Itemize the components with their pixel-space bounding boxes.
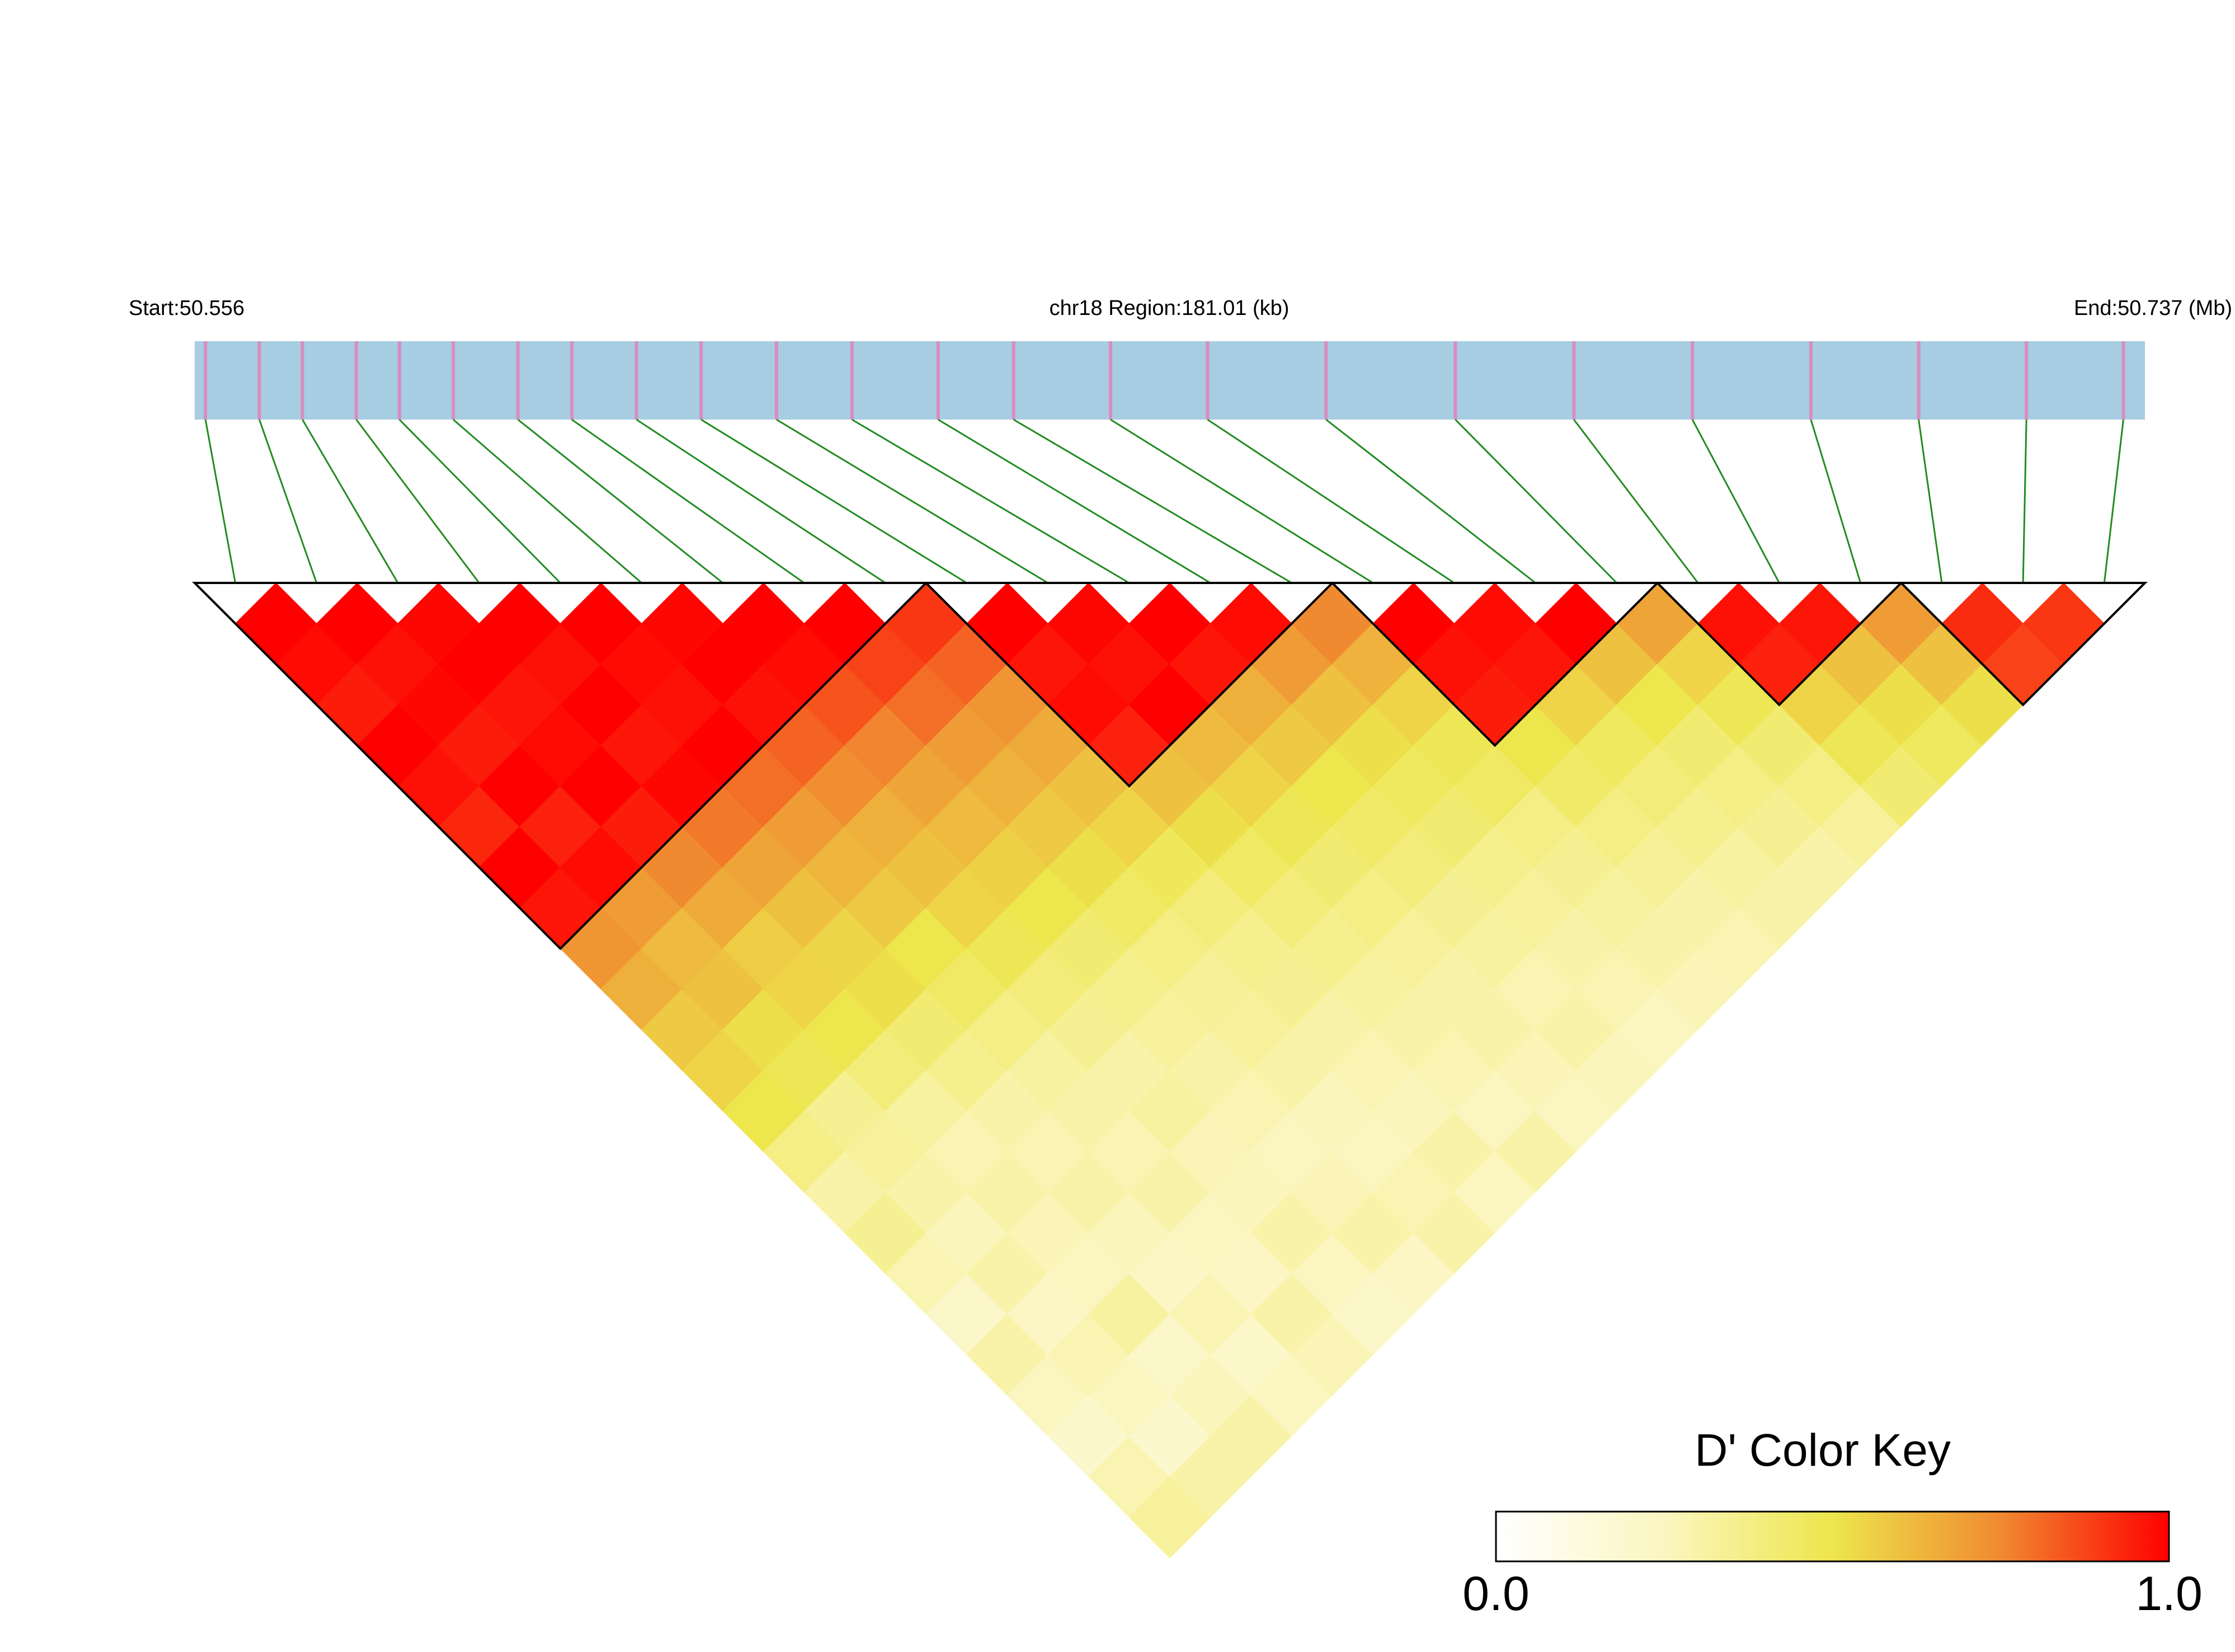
snp-connector [1810, 419, 1862, 583]
ld-block [923, 582, 1335, 788]
snp-connector [1691, 419, 1780, 583]
snp-track [195, 341, 2145, 420]
snp-connector [776, 418, 1048, 584]
region-label: chr18 Region:181.01 (kb) [1050, 296, 1290, 320]
snp-connector [938, 418, 1211, 584]
snp-connector [302, 419, 399, 583]
color-key-title: D' Color Key [1695, 1425, 1951, 1476]
snp-connector [700, 418, 967, 584]
ld-block [1654, 582, 1904, 707]
snp-connector [258, 419, 318, 583]
ld-block [1329, 582, 1660, 747]
snp-connector [2022, 419, 2027, 583]
snp-connector [571, 418, 805, 584]
color-key-tick-label: 1.0 [2135, 1567, 2203, 1621]
snp-connector [355, 419, 480, 583]
ld-block [192, 582, 929, 950]
color-key-bar [1495, 1510, 2170, 1562]
snp-connector [517, 418, 724, 584]
snp-connector [1013, 418, 1292, 584]
ld-block [1898, 582, 2148, 707]
snp-connector [204, 419, 237, 583]
snp-connector [2103, 419, 2124, 583]
snp-connector [1110, 418, 1373, 584]
snp-connector [636, 418, 886, 584]
snp-connector [1573, 419, 1699, 583]
snp-connector [1455, 418, 1617, 584]
snp-connector [398, 418, 561, 584]
snp-connector [1325, 418, 1536, 584]
snp-connector [1918, 419, 1943, 583]
snp-connector [1207, 418, 1455, 584]
start-label: Start:50.556 [129, 296, 244, 320]
snp-connector [453, 418, 642, 584]
color-key-tick-label: 0.0 [1462, 1567, 1530, 1621]
snp-connector [851, 418, 1130, 584]
end-label: End:50.737 (Mb) [2074, 296, 2232, 320]
